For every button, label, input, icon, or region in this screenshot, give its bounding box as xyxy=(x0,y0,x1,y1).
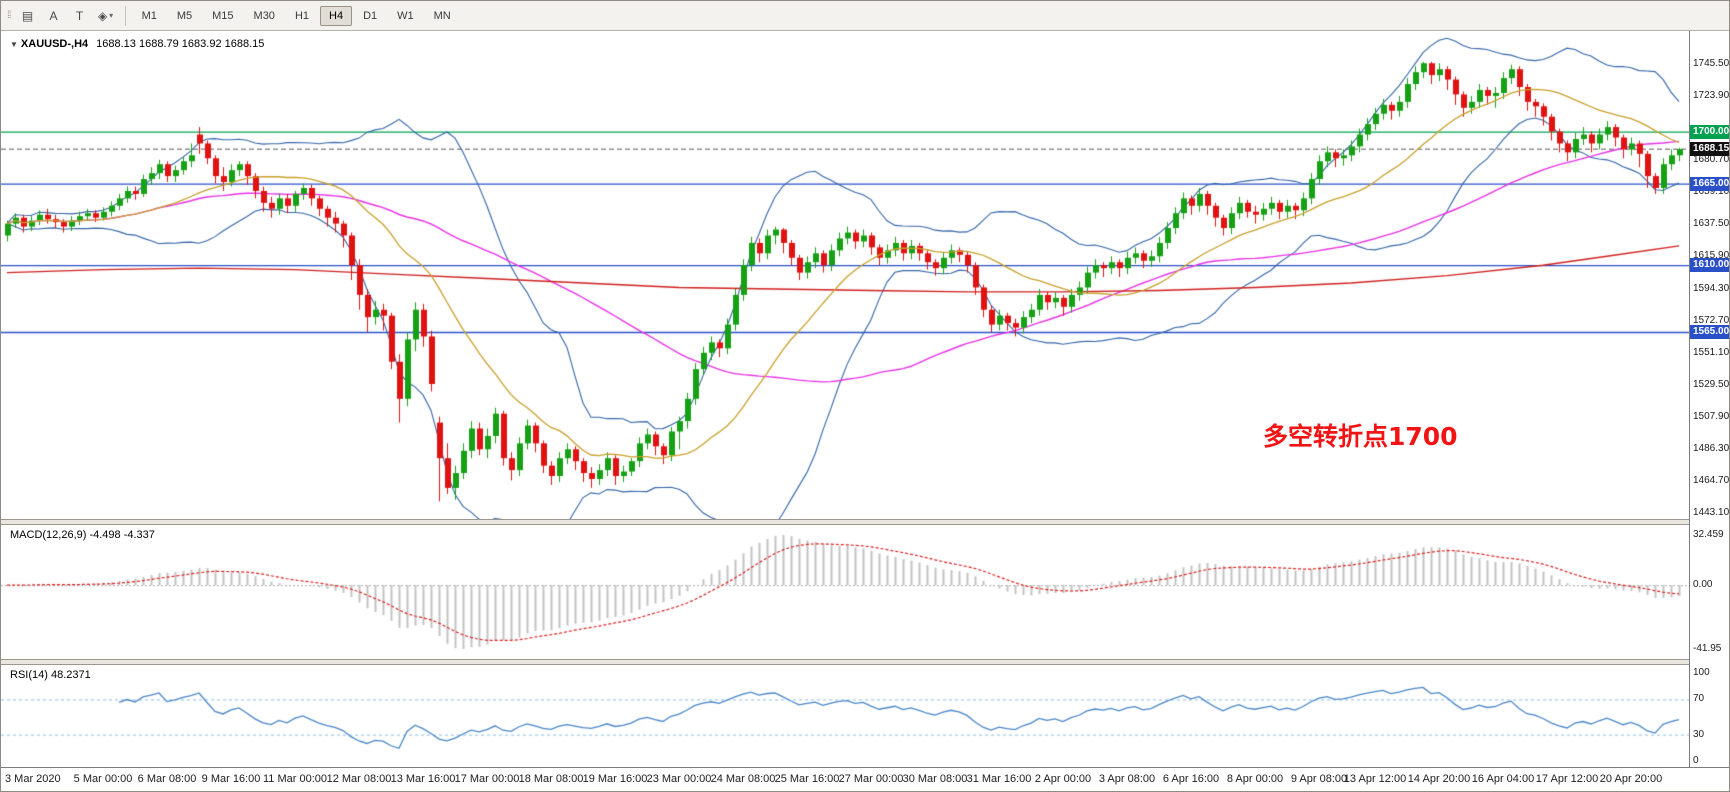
time-axis-label: 11 Mar 00:00 xyxy=(262,773,328,785)
time-axis-label: 18 Mar 08:00 xyxy=(518,773,584,785)
price-axis-label: 1594.30 xyxy=(1693,282,1730,294)
time-axis-label: 17 Apr 12:00 xyxy=(1535,773,1599,785)
cursor-tool[interactable]: A xyxy=(49,8,58,23)
time-axis-label: 27 Mar 00:00 xyxy=(838,773,904,785)
pane-splitter-rsi[interactable] xyxy=(1,659,1729,665)
time-axis-label: 12 Mar 08:00 xyxy=(326,773,392,785)
macd-axis-label: 32.459 xyxy=(1693,529,1724,540)
time-axis-label: 2 Apr 00:00 xyxy=(1034,773,1092,785)
price-axis[interactable]: 1745.50 1723.90 1680.70 1659.10 1637.50 1615.… xyxy=(1689,31,1730,767)
macd-canvas[interactable] xyxy=(1,525,1689,659)
macd-axis-label: -41.95 xyxy=(1693,643,1722,654)
timeframe-buttons: M1 M5 M15 M30 H1 H4 D1 W1 MN xyxy=(132,5,461,26)
level-price-tag: 1700.00 xyxy=(1690,124,1729,139)
time-axis-label: 17 Mar 00:00 xyxy=(454,773,520,785)
rsi-axis-label: 30 xyxy=(1693,728,1705,740)
timeframe-m15[interactable]: M15 xyxy=(212,9,234,22)
time-axis-label: 3 Apr 08:00 xyxy=(1098,773,1156,785)
price-axis-label: 1637.50 xyxy=(1693,218,1730,230)
pane-splitter-macd[interactable] xyxy=(1,519,1729,525)
timeframe-h4[interactable]: H4 xyxy=(320,5,353,26)
timeframe-mn[interactable]: MN xyxy=(433,9,451,22)
time-axis-label: 5 Mar 00:00 xyxy=(73,773,133,785)
current-price-tag: 1688.15 xyxy=(1690,142,1729,157)
time-axis-label: 14 Apr 20:00 xyxy=(1407,773,1471,785)
level-price-tag: 1565.00 xyxy=(1690,325,1729,339)
time-axis-label: 25 Mar 16:00 xyxy=(774,773,840,785)
price-axis-label: 1551.10 xyxy=(1693,346,1730,358)
timeframe-m5[interactable]: M5 xyxy=(176,9,193,22)
price-axis-label: 1507.90 xyxy=(1693,410,1730,422)
symbol-timeframe-label: XAUUSD-,H4 xyxy=(20,38,89,50)
timeframe-d1[interactable]: D1 xyxy=(363,9,378,22)
price-axis-label: 1659.10 xyxy=(1693,186,1730,198)
price-axis-label: 1615.90 xyxy=(1693,250,1730,262)
level-price-tag: 1665.00 xyxy=(1690,176,1729,191)
timeframe-m30[interactable]: M30 xyxy=(253,9,275,22)
time-axis-label: 23 Mar 00:00 xyxy=(646,773,712,785)
rsi-axis-label: 100 xyxy=(1693,667,1710,678)
price-axis-label: 1680.70 xyxy=(1693,154,1730,166)
chart-header: ▼ XAUUSD-,H4 1688.13 1688.79 1683.92 1688.… xyxy=(10,38,264,50)
shapes-tool[interactable]: ◈ ▾ xyxy=(97,8,114,23)
price-axis-label: 1443.10 xyxy=(1693,507,1730,518)
time-axis-label: 8 Apr 00:00 xyxy=(1226,773,1284,785)
rsi-canvas[interactable] xyxy=(1,665,1689,767)
price-axis-label: 1723.90 xyxy=(1693,90,1730,102)
time-axis-label: 31 Mar 16:00 xyxy=(966,773,1032,785)
timeframe-w1[interactable]: W1 xyxy=(397,9,414,22)
timeframe-h1[interactable]: H1 xyxy=(294,9,309,22)
time-axis-label: 24 Mar 08:00 xyxy=(710,773,776,785)
ohlc-values: 1688.13 1688.79 1683.92 1688.15 xyxy=(96,38,265,50)
price-axis-label: 1486.30 xyxy=(1693,442,1730,454)
time-axis-label: 30 Mar 08:00 xyxy=(902,773,968,785)
macd-title: MACD(12,26,9) -4.498 -4.337 xyxy=(10,529,155,541)
toolbar-grip-icon[interactable]: ⁞⁞ xyxy=(7,10,11,21)
time-axis[interactable]: 3 Mar 2020 5 Mar 00:00 6 Mar 08:00 9 Mar 16… xyxy=(1,767,1729,791)
annotation-text: 多空转折点1700 xyxy=(1263,422,1458,451)
rsi-axis-label: 0 xyxy=(1693,755,1699,766)
toolbar-tools: ▤ A T ◈ ▾ xyxy=(15,4,119,28)
rsi-axis-label: 70 xyxy=(1693,693,1705,705)
time-axis-label: 3 Mar 2020 xyxy=(5,773,61,785)
time-axis-label: 13 Apr 12:00 xyxy=(1343,773,1407,785)
toolbar: ⁞⁞ ▤ A T ◈ ▾ M1 M5 M15 M30 H1 H4 D1 W1 MN xyxy=(1,1,1729,31)
price-axis-label: 1464.70 xyxy=(1693,474,1730,486)
macd-axis-label: 0.00 xyxy=(1693,579,1713,591)
price-axis-label: 1529.50 xyxy=(1693,378,1730,390)
time-axis-label: 9 Mar 16:00 xyxy=(201,773,261,785)
time-axis-label: 19 Mar 16:00 xyxy=(582,773,648,785)
rsi-title: RSI(14) 48.2371 xyxy=(10,669,91,681)
time-axis-label: 9 Apr 08:00 xyxy=(1290,773,1348,785)
text-tool[interactable]: T xyxy=(75,8,84,23)
price-axis-label: 1745.50 xyxy=(1693,58,1730,69)
toolbar-separator xyxy=(124,5,126,26)
level-price-tag: 1610.00 xyxy=(1690,258,1729,273)
time-axis-label: 20 Apr 20:00 xyxy=(1599,773,1663,785)
price-chart-canvas[interactable] xyxy=(1,31,1689,519)
price-axis-label: 1572.70 xyxy=(1693,314,1730,326)
time-axis-label: 16 Apr 04:00 xyxy=(1471,773,1535,785)
timeframe-m1[interactable]: M1 xyxy=(141,9,157,22)
time-axis-label: 6 Apr 16:00 xyxy=(1162,773,1220,785)
chevron-down-icon[interactable]: ▼ xyxy=(10,40,18,49)
time-axis-label: 13 Mar 16:00 xyxy=(390,773,456,785)
chart-list-icon[interactable]: ▤ xyxy=(21,8,34,23)
time-axis-label: 6 Mar 08:00 xyxy=(137,773,197,785)
